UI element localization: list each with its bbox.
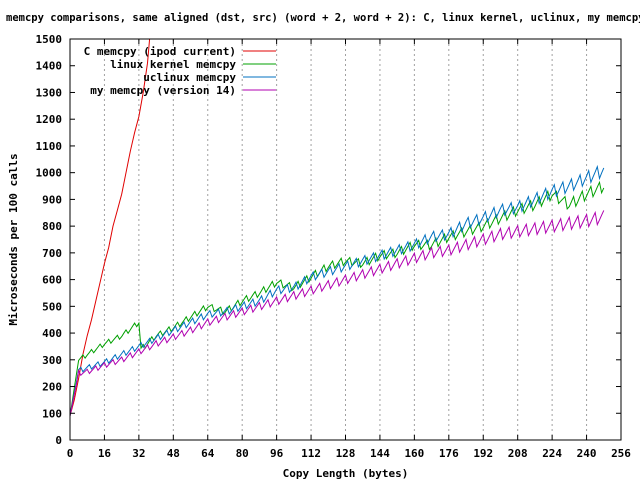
y-tick-label: 400 [42, 327, 62, 340]
y-tick-label: 1500 [36, 33, 63, 46]
y-tick-label: 500 [42, 300, 62, 313]
y-tick-label: 100 [42, 407, 62, 420]
x-tick-label: 160 [404, 447, 424, 460]
y-tick-label: 900 [42, 193, 62, 206]
y-axis-title: Microseconds per 100 calls [7, 153, 20, 325]
series-line-linux-kernel-memcpy [70, 180, 605, 416]
x-tick-label: 192 [473, 447, 493, 460]
series-line-c-memcpy-ipod-current- [70, 39, 151, 417]
grid-lines [103, 39, 588, 440]
x-tick-label: 128 [336, 447, 356, 460]
series-lines [70, 39, 605, 417]
legend-label: my memcpy (version 14) [90, 84, 236, 97]
x-tick-label: 208 [508, 447, 528, 460]
axis-ticks: 0 16 32 48 64 80 96 112 128 144 160 176 192 208 224 240… [36, 33, 632, 460]
y-tick-label: 200 [42, 381, 62, 394]
x-tick-label: 144 [370, 447, 390, 460]
chart-title: memcpy comparisons, same aligned (dst, s… [6, 12, 640, 24]
x-tick-label: 48 [167, 447, 180, 460]
y-tick-label: 700 [42, 247, 62, 260]
x-tick-label: 240 [577, 447, 597, 460]
y-tick-label: 300 [42, 354, 62, 367]
y-tick-label: 1000 [36, 167, 63, 180]
y-tick-label: 600 [42, 274, 62, 287]
y-tick-label: 1400 [36, 60, 63, 73]
x-tick-label: 80 [236, 447, 249, 460]
x-tick-label: 0 [67, 447, 74, 460]
legend: C memcpy (ipod current)linux kernel memc… [84, 45, 276, 97]
legend-label: C memcpy (ipod current) [84, 45, 236, 58]
y-tick-label: 1200 [36, 113, 63, 126]
x-tick-label: 224 [542, 447, 562, 460]
series-line-my-memcpy-version-14- [70, 210, 605, 417]
x-axis-title: Copy Length (bytes) [283, 467, 409, 480]
y-tick-label: 1100 [36, 140, 63, 153]
series-line-uclinux-memcpy [70, 164, 605, 416]
x-tick-label: 256 [611, 447, 631, 460]
y-tick-label: 800 [42, 220, 62, 233]
legend-label: uclinux memcpy [143, 71, 236, 84]
y-tick-label: 1300 [36, 86, 63, 99]
x-tick-label: 16 [98, 447, 112, 460]
x-tick-label: 32 [132, 447, 145, 460]
y-tick-label: 0 [55, 434, 62, 447]
legend-label: linux kernel memcpy [110, 58, 236, 71]
x-tick-label: 176 [439, 447, 459, 460]
x-tick-label: 64 [201, 447, 215, 460]
x-tick-label: 96 [270, 447, 284, 460]
x-tick-label: 112 [301, 447, 321, 460]
